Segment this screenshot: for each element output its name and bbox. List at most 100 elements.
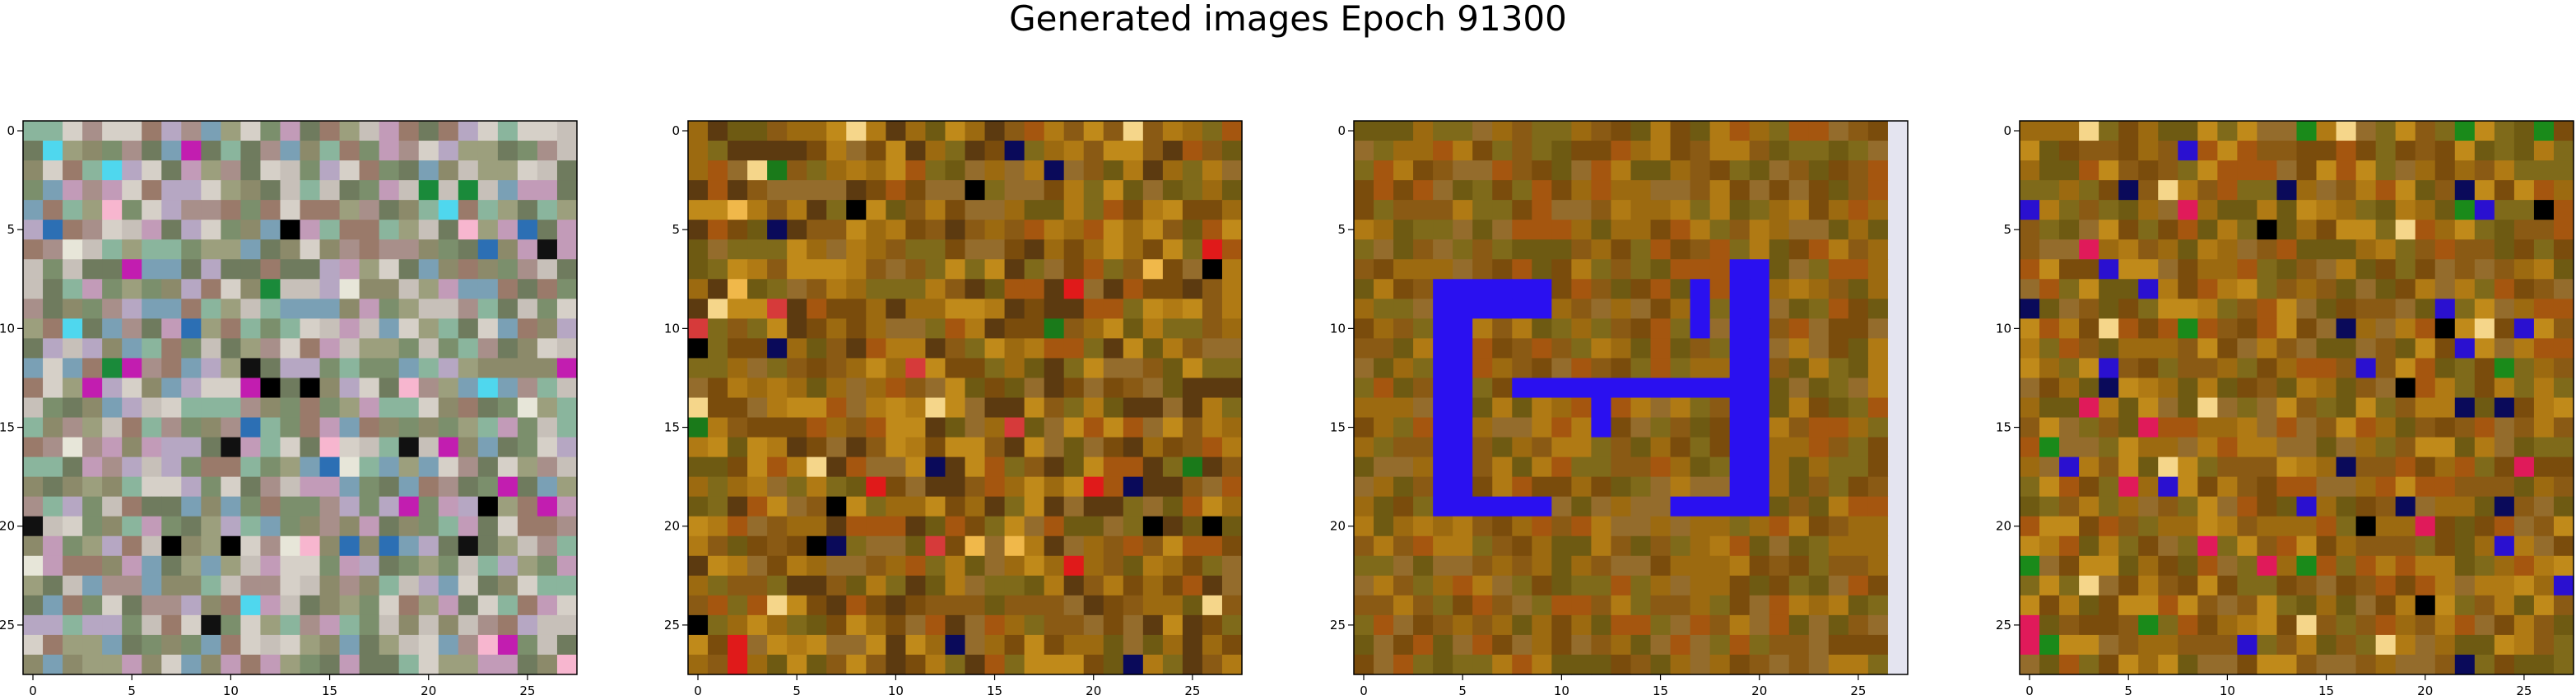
- pixel: [1083, 476, 1104, 498]
- pixel: [1393, 121, 1414, 141]
- pixel: [1024, 575, 1045, 596]
- pixel: [846, 318, 867, 339]
- pixel: [2355, 456, 2377, 478]
- pixel: [1749, 496, 1770, 517]
- pixel: [2553, 239, 2574, 260]
- pixel: [1532, 614, 1552, 636]
- pixel: [1867, 378, 1889, 399]
- pixel: [398, 121, 420, 141]
- pixel: [537, 141, 558, 161]
- pixel: [826, 496, 847, 517]
- pixel: [905, 417, 927, 438]
- pixel: [1162, 575, 1183, 596]
- pixel: [2553, 516, 2574, 537]
- pixel: [2355, 476, 2377, 498]
- pixel: [2296, 397, 2318, 419]
- pixel: [1413, 397, 1434, 419]
- pixel: [181, 476, 202, 498]
- pixel: [2138, 160, 2159, 181]
- pixel: [1749, 299, 1770, 319]
- pixel: [1512, 180, 1532, 201]
- pixel: [1650, 121, 1672, 141]
- pixel: [240, 220, 262, 240]
- pixel: [517, 575, 538, 596]
- pixel: [688, 200, 709, 220]
- pixel: [63, 654, 83, 675]
- pixel: [300, 595, 321, 616]
- pixel: [1769, 614, 1790, 636]
- pixel: [418, 437, 439, 458]
- pixel: [886, 555, 906, 577]
- pixel: [1182, 516, 1203, 537]
- pixel: [728, 535, 748, 557]
- pixel: [1123, 476, 1144, 498]
- pixel: [1063, 279, 1085, 299]
- pixel: [1867, 141, 1889, 161]
- pixel: [2415, 654, 2436, 675]
- pixel: [1769, 595, 1790, 616]
- pixel: [2336, 417, 2357, 438]
- pixel: [438, 358, 459, 379]
- pixel: [1413, 634, 1434, 656]
- pixel: [2079, 180, 2099, 201]
- pixel: [1221, 575, 1243, 596]
- pixel: [2355, 496, 2377, 517]
- pixel: [1571, 259, 1593, 280]
- pixel: [2039, 417, 2060, 438]
- pixel: [1182, 180, 1203, 201]
- pixel: [319, 299, 341, 319]
- pixel: [826, 397, 847, 419]
- pixel: [2336, 200, 2357, 220]
- pixel: [905, 535, 927, 557]
- pixel: [1221, 160, 1243, 181]
- pixel: [240, 535, 262, 557]
- pixel: [339, 338, 360, 359]
- pixel: [1004, 595, 1025, 616]
- pixel: [708, 259, 728, 280]
- pixel: [2158, 476, 2178, 498]
- pixel: [2336, 121, 2357, 141]
- pixel: [2395, 456, 2416, 478]
- pixel: [339, 121, 360, 141]
- pixel: [102, 595, 123, 616]
- pixel: [2257, 239, 2278, 260]
- pixel: [398, 614, 420, 636]
- pixel: [537, 279, 558, 299]
- pixel: [2336, 180, 2357, 201]
- pixel: [984, 654, 1006, 675]
- pixel: [2197, 614, 2218, 636]
- pixel: [787, 397, 807, 419]
- pixel: [2138, 575, 2159, 596]
- pixel: [2296, 456, 2318, 478]
- pixel: [142, 575, 162, 596]
- pixel: [2276, 200, 2298, 220]
- y-tick-label: 0: [7, 123, 15, 138]
- pixel: [2178, 575, 2198, 596]
- pixel: [1670, 220, 1691, 240]
- pixel: [1571, 634, 1593, 656]
- pixel: [846, 121, 867, 141]
- pixel: [1123, 299, 1144, 319]
- pixel: [63, 476, 83, 498]
- y-tick-label: 20: [0, 519, 15, 534]
- pixel: [747, 279, 768, 299]
- pixel: [1393, 318, 1414, 339]
- pixel: [2237, 378, 2258, 399]
- pixel: [708, 279, 728, 299]
- pixel: [2158, 575, 2178, 596]
- pixel: [2474, 595, 2495, 616]
- pixel: [82, 200, 103, 220]
- pixel: [1670, 654, 1691, 675]
- pixel: [2079, 476, 2099, 498]
- pixel: [1472, 614, 1493, 636]
- pixel: [1103, 417, 1124, 438]
- pixel: [2316, 180, 2337, 201]
- pixel: [1024, 634, 1045, 656]
- pixel: [1044, 456, 1065, 478]
- pixel: [1374, 200, 1394, 220]
- pixel: [1867, 180, 1889, 201]
- pixel: [418, 535, 439, 557]
- pixel: [1749, 358, 1770, 379]
- pixel: [1749, 417, 1770, 438]
- pixel: [747, 476, 768, 498]
